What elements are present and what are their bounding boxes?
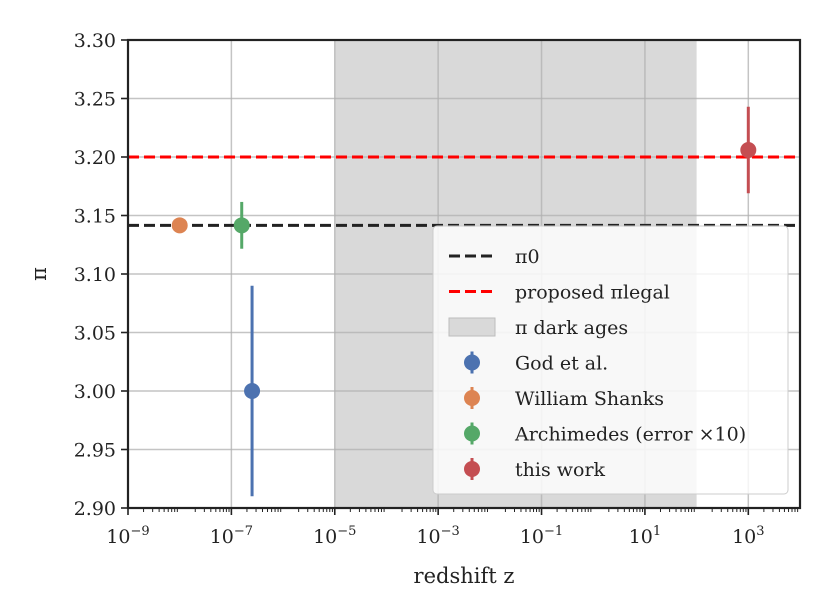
- x-tick-label: 10−9: [106, 524, 149, 548]
- legend-patch-swatch: [448, 317, 496, 337]
- legend-marker-swatch: [464, 425, 480, 442]
- y-axis-label: π: [27, 267, 51, 281]
- y-tick-label: 2.90: [74, 498, 116, 520]
- legend-label: proposed πlegal: [515, 282, 670, 304]
- y-tick-label: 3.05: [74, 323, 116, 345]
- legend-item-proposed-legal: proposed πlegal: [449, 282, 670, 304]
- point-god-et-al: [244, 383, 261, 399]
- point-william-shanks: [171, 217, 188, 234]
- legend-label: William Shanks: [515, 388, 664, 410]
- legend-marker-swatch: [464, 354, 480, 371]
- y-tick-label: 3.00: [74, 381, 116, 403]
- x-tick-label: 103: [732, 524, 764, 548]
- point-this-work: [740, 141, 757, 158]
- legend-marker-swatch: [464, 461, 480, 477]
- y-tick-label: 2.95: [74, 440, 116, 462]
- legend-label: God et al.: [515, 353, 608, 375]
- point-archimedes-error-10: [233, 217, 250, 234]
- y-tick-label: 3.20: [74, 147, 116, 169]
- legend-marker-swatch: [464, 390, 480, 406]
- ticks-layer: 2.90 2.95 3.00 3.05 3.10 3.15 3.20 3.25 3.30 10−9…: [74, 30, 799, 548]
- legend-item-god-et-al: God et al.: [464, 351, 608, 375]
- y-tick-label: 3.10: [74, 264, 116, 286]
- legend: π0 proposed πlegal π dark ages God et al. Wi…: [432, 225, 789, 495]
- legend-label: this work: [515, 459, 606, 481]
- y-tick-label: 3.30: [74, 30, 116, 52]
- x-tick-label: 10−1: [520, 524, 563, 548]
- x-axis-label: redshift z: [414, 564, 515, 588]
- legend-box: [432, 225, 789, 495]
- x-tick-label: 10−3: [416, 524, 459, 548]
- legend-item-dark-ages: π dark ages: [448, 317, 628, 339]
- y-tick-label: 3.25: [74, 89, 116, 111]
- y-tick-label: 3.15: [74, 206, 116, 228]
- legend-item-this-work: this work: [464, 458, 606, 481]
- legend-item-archimedes-error-10: Archimedes (error ×10): [464, 422, 746, 446]
- x-tick-label: 10−7: [210, 524, 253, 548]
- x-tick-label: 101: [629, 524, 661, 548]
- legend-label: π0: [515, 246, 540, 268]
- legend-item-william-shanks: William Shanks: [464, 387, 664, 410]
- legend-label: Archimedes (error ×10): [514, 424, 746, 446]
- data-points-layer: [171, 106, 757, 497]
- x-tick-label: 10−5: [313, 524, 356, 548]
- legend-item-0: π0: [449, 246, 540, 268]
- legend-label: π dark ages: [515, 317, 628, 339]
